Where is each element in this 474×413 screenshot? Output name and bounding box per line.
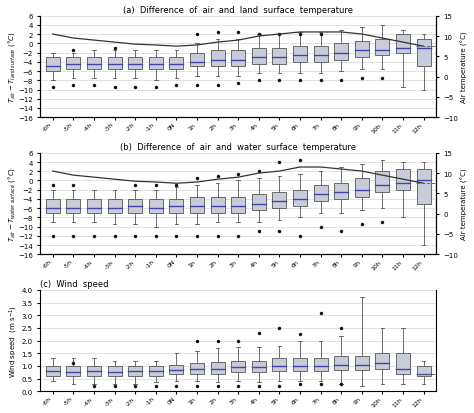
Bar xyxy=(293,358,307,371)
Bar xyxy=(108,366,122,376)
Bar xyxy=(149,199,163,213)
Bar xyxy=(334,44,348,60)
Bar xyxy=(128,199,142,213)
Bar xyxy=(210,197,225,213)
Bar xyxy=(46,199,60,213)
Bar xyxy=(375,354,389,369)
Bar xyxy=(396,35,410,54)
Bar xyxy=(355,179,369,197)
Bar xyxy=(128,366,142,376)
Bar xyxy=(293,47,307,63)
Bar xyxy=(87,366,101,376)
Bar xyxy=(334,183,348,199)
Bar xyxy=(46,366,60,376)
Bar xyxy=(252,361,266,373)
Bar xyxy=(108,199,122,213)
Y-axis label: Air temperature (°C): Air temperature (°C) xyxy=(461,169,468,240)
Bar xyxy=(417,169,430,204)
Bar xyxy=(149,366,163,376)
Bar xyxy=(334,356,348,370)
Bar xyxy=(417,366,430,376)
Bar xyxy=(396,169,410,190)
Bar xyxy=(252,195,266,211)
Bar xyxy=(273,192,286,209)
Bar xyxy=(314,358,328,371)
Bar xyxy=(417,40,430,67)
Y-axis label: Wind speed  (m s$^{-1}$): Wind speed (m s$^{-1}$) xyxy=(8,304,20,377)
Y-axis label: Air temperature (°C): Air temperature (°C) xyxy=(461,31,468,103)
Bar xyxy=(66,366,81,376)
Bar xyxy=(46,58,60,72)
Text: (c)  Wind  speed: (c) Wind speed xyxy=(40,279,109,288)
Bar xyxy=(231,51,245,67)
Bar xyxy=(128,58,142,70)
Bar xyxy=(190,363,204,374)
Bar xyxy=(273,358,286,371)
Bar xyxy=(66,58,81,70)
Bar xyxy=(87,199,101,213)
Bar xyxy=(396,354,410,374)
Bar xyxy=(231,197,245,213)
Bar xyxy=(273,49,286,65)
Bar xyxy=(87,58,101,70)
Bar xyxy=(169,199,183,213)
Bar xyxy=(314,185,328,202)
Bar xyxy=(375,172,389,192)
Bar xyxy=(210,362,225,374)
Bar xyxy=(355,356,369,370)
Bar xyxy=(169,58,183,70)
Bar xyxy=(190,197,204,213)
Bar xyxy=(66,199,81,213)
Bar xyxy=(108,58,122,70)
Bar xyxy=(375,40,389,56)
Y-axis label: $T_{air} - T_{land\ surface}\ (°C)$: $T_{air} - T_{land\ surface}\ (°C)$ xyxy=(6,31,17,103)
Y-axis label: $T_{air} - T_{water\ surface}\ (°C)$: $T_{air} - T_{water\ surface}\ (°C)$ xyxy=(6,166,17,242)
Bar xyxy=(169,365,183,374)
Title: (a)  Difference  of  air  and  land  surface  temperature: (a) Difference of air and land surface t… xyxy=(123,5,353,14)
Bar xyxy=(293,190,307,206)
Bar xyxy=(231,361,245,373)
Bar xyxy=(355,42,369,58)
Bar xyxy=(149,58,163,70)
Bar xyxy=(252,49,266,65)
Bar xyxy=(210,51,225,67)
Bar xyxy=(314,47,328,63)
Title: (b)  Difference  of  air  and  water  surface  temperature: (b) Difference of air and water surface … xyxy=(120,142,356,151)
Bar xyxy=(190,54,204,67)
